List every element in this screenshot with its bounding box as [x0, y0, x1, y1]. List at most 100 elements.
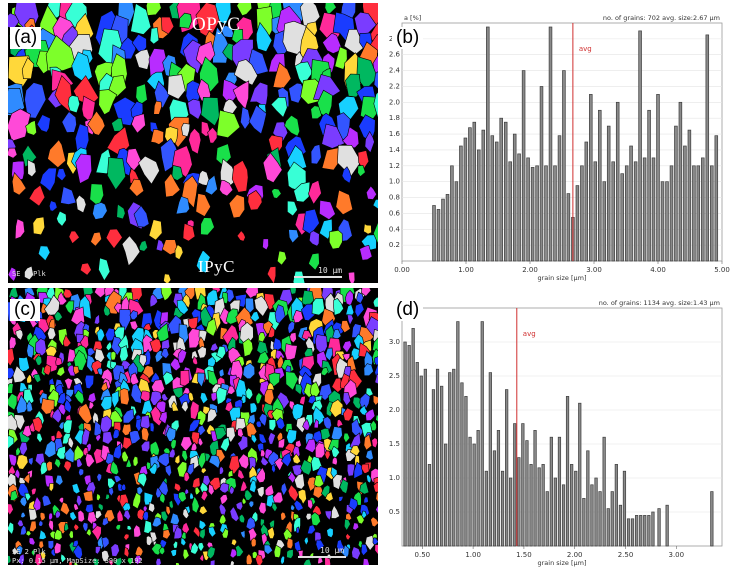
histogram-bar: [647, 109, 651, 262]
x-axis-label: grain size [µm]: [538, 274, 587, 282]
ebsd-map-a: [8, 3, 378, 283]
histogram-bar: [445, 194, 450, 262]
histogram-bar: [476, 430, 480, 547]
histogram-bar: [701, 157, 705, 262]
histogram-bar: [488, 372, 492, 547]
panel-label-d: (d): [392, 299, 424, 321]
histogram-bar: [508, 161, 512, 262]
histogram-bar: [535, 165, 539, 262]
histogram-bar: [566, 193, 571, 262]
avg-label: avg: [579, 45, 592, 53]
histogram-bar: [441, 198, 445, 262]
histogram-bar: [647, 515, 651, 547]
histogram-bar: [622, 470, 627, 547]
x-axis-label: grain size [µm]: [538, 559, 587, 567]
histogram-bar: [517, 153, 521, 262]
histogram-bar: [696, 165, 701, 262]
panel-label-c: (c): [10, 299, 41, 321]
histogram-bar: [486, 26, 490, 262]
histogram-bar: [456, 321, 460, 547]
histogram-bar: [529, 464, 533, 547]
histogram-bar: [415, 362, 419, 547]
y-tick-label: 0.5: [389, 508, 400, 516]
histogram-bar: [452, 368, 456, 547]
y-tick-label: 2.5: [389, 372, 400, 380]
y-tick-label: 2.0: [389, 406, 400, 414]
histogram-b: a [%] no. of grains: 702 avg. size:2.67 µ…: [382, 3, 732, 283]
histogram-bar: [562, 70, 566, 262]
histogram-bar: [472, 443, 476, 547]
histogram-bar: [549, 436, 553, 547]
histogram-bar: [602, 181, 607, 262]
panel-label-b: (b): [392, 27, 424, 49]
histogram-bar: [610, 491, 614, 547]
histogram-bar: [589, 94, 593, 262]
y-tick-label: 1.0: [389, 474, 400, 482]
panel-label-a: (a): [10, 27, 42, 49]
histogram-bar: [427, 464, 432, 547]
y-tick-label: 0.4: [389, 225, 401, 233]
histogram-bar: [692, 165, 696, 262]
map-c-footer-text: Px: 0.15 µm, MapSize: 390 x 192: [12, 557, 143, 565]
histogram-bar: [570, 464, 574, 547]
histogram-bar: [526, 157, 530, 262]
ebsd-map-c: [8, 288, 378, 565]
histogram-bar: [423, 368, 427, 547]
histogram-bar: [490, 135, 495, 262]
histogram-bar: [590, 484, 594, 547]
histogram-bar: [639, 515, 643, 547]
histogram-bar: [606, 125, 611, 262]
x-tick-label: 0.50: [415, 551, 431, 559]
histogram-bar: [553, 477, 557, 547]
histogram-bar: [620, 173, 624, 262]
histogram-bar: [496, 430, 501, 547]
x-tick-label: 1.00: [458, 266, 474, 274]
histogram-bar: [464, 396, 468, 547]
histogram-bar: [481, 129, 486, 262]
ebsd-map-c-image: [8, 288, 378, 565]
histogram-bar: [411, 328, 415, 547]
histogram-bar: [431, 389, 436, 547]
histogram-b-svg: a [%] no. of grains: 702 avg. size:2.67 µ…: [389, 14, 730, 282]
ipyc-label: IPyC: [198, 257, 235, 276]
histogram-bar: [468, 127, 472, 262]
x-tick-label: 3.00: [668, 551, 684, 559]
histogram-bar: [578, 402, 582, 547]
x-tick-label: 2.00: [522, 266, 538, 274]
histogram-bar: [436, 209, 441, 262]
y-tick-label: 2.6: [389, 51, 401, 59]
histogram-bar: [624, 165, 629, 262]
histogram-bar: [539, 86, 544, 262]
map-c-scalebar-label: 10 µm: [320, 546, 345, 555]
histogram-bar: [503, 121, 508, 262]
histogram-bar: [484, 470, 488, 547]
histogram-bar: [611, 161, 615, 262]
histogram-bar: [565, 396, 570, 547]
histogram-bar: [454, 181, 459, 262]
x-tick-label: 2.50: [618, 551, 634, 559]
histogram-bar: [598, 491, 602, 547]
map-a-scalebar-label: 10 µm: [318, 266, 343, 275]
histogram-bar: [545, 491, 549, 547]
histogram-bar: [586, 450, 590, 547]
histogram-bar: [541, 464, 545, 547]
y-tick-label: 2.0: [389, 98, 400, 106]
histogram-bar: [448, 372, 452, 547]
histogram-bar: [594, 477, 598, 547]
histogram-bar: [614, 464, 618, 547]
histogram-header: no. of grains: 1134 avg. size:1.43 µm: [599, 299, 720, 307]
y-tick-label: 1.6: [389, 130, 401, 138]
histogram-bar: [593, 161, 598, 262]
map-a-scalebar: [294, 276, 342, 278]
histogram-bar: [710, 491, 714, 547]
histogram-bar: [629, 145, 633, 262]
histogram-bar: [705, 34, 710, 262]
histogram-bar: [450, 165, 454, 262]
histogram-d: a [%]no. of grains: 1134 avg. size:1.43 …: [382, 288, 732, 568]
histogram-bar: [557, 436, 562, 547]
histogram-bar: [544, 165, 548, 262]
map-a-corner-text: SE 2 Plk: [12, 270, 46, 278]
histogram-bar: [651, 511, 655, 547]
y-tick-label: 1.0: [389, 178, 400, 186]
histogram-bar: [678, 101, 683, 262]
